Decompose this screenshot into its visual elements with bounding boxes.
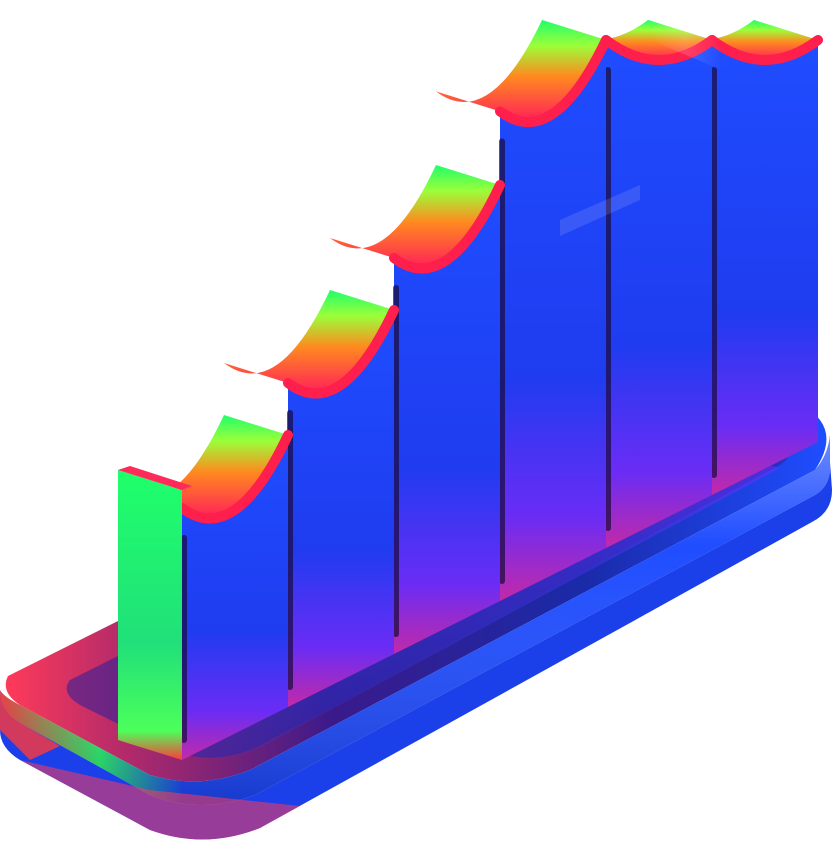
bar-6-top-rim [707,35,823,65]
bar-1-front-face [182,435,288,760]
bar-1-top-face [118,415,288,519]
bar-6-front-face [712,40,818,495]
bar-2-front-face [288,310,394,707]
bar-3-front-face [394,185,500,654]
bar-6-top-face [648,20,818,60]
bar-4-front-face [500,40,606,601]
bar-2-top-rim [283,305,399,399]
bar-1-side-face [118,470,182,760]
bar-4-top-rim [495,35,611,127]
bar-2-top-face [224,290,394,394]
gloss-highlights [560,10,722,236]
bar-1-top-rim [177,430,293,524]
bar-3-top-face [330,165,500,269]
bar-5-front-face [606,40,712,548]
bar-3-top-rim [389,180,505,274]
bar-4-top-face [436,20,606,122]
